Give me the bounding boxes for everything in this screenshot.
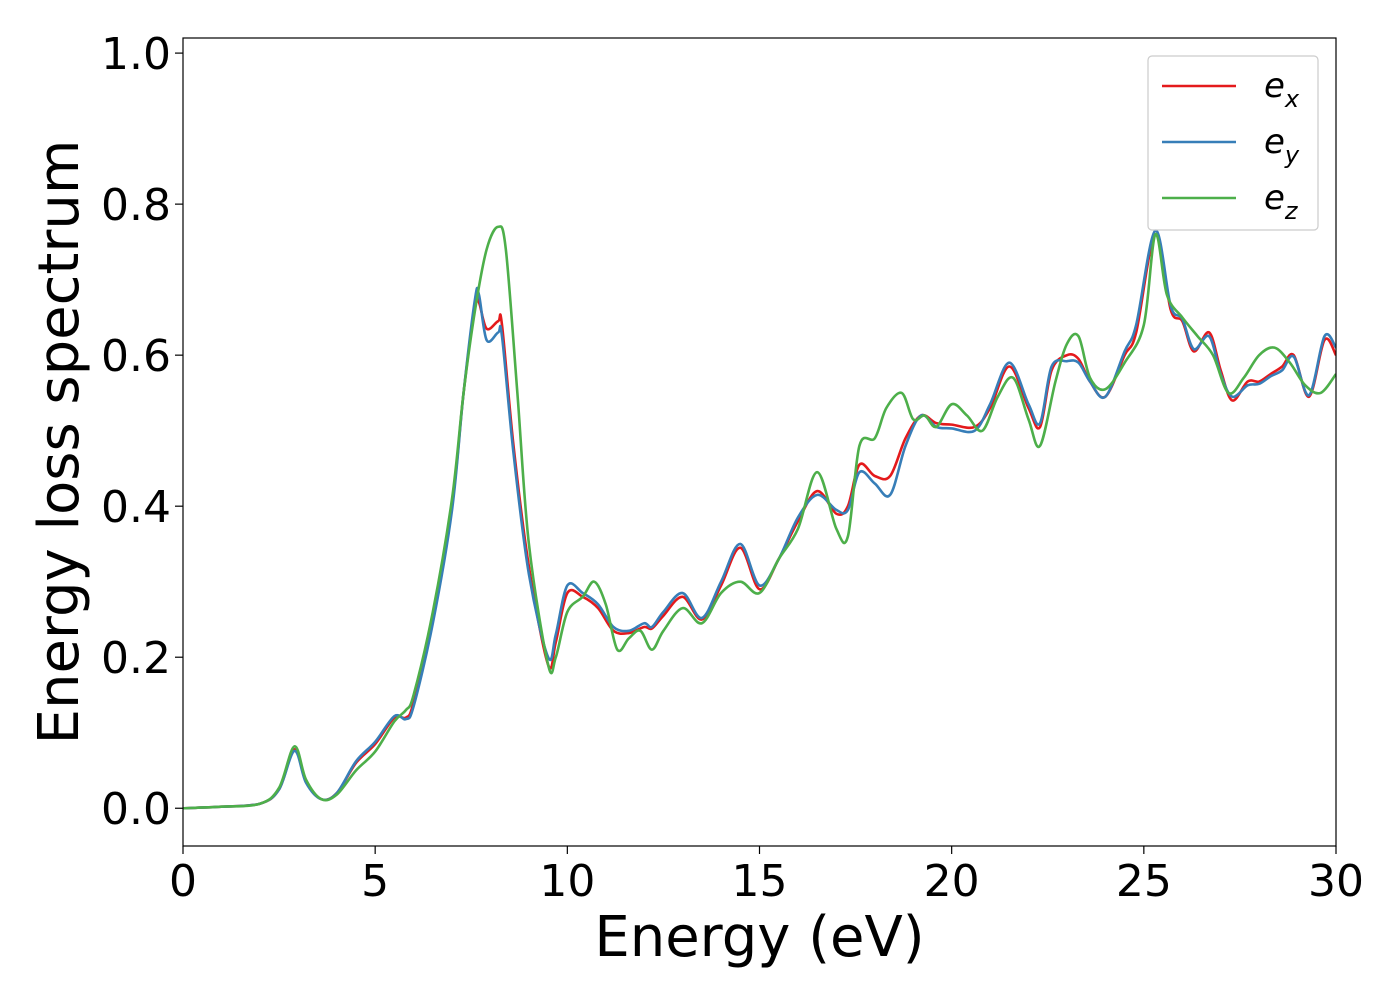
- legend-label-subscript: y: [1284, 141, 1300, 169]
- series-layer: [183, 225, 1336, 810]
- y-tick-label: 0.6: [101, 331, 171, 382]
- x-axis-ticks: 0 5 10 15 20 25 30: [169, 846, 1364, 907]
- x-tick-label: 15: [732, 856, 788, 907]
- y-tick-label: 0.8: [101, 180, 171, 231]
- y-tick-label: 0.2: [101, 633, 171, 684]
- legend-label: ez: [1264, 178, 1299, 225]
- legend-label-base: e: [1264, 122, 1285, 162]
- x-tick-label: 5: [361, 856, 389, 907]
- y-tick-label: 0.4: [101, 482, 171, 533]
- series-line-y: [183, 229, 1336, 810]
- y-axis-ticks: 0.0 0.2 0.4 0.6 0.8 1.0: [101, 29, 183, 835]
- y-tick-label: 0.0: [101, 784, 171, 835]
- y-axis-label: Energy loss spectrum: [27, 140, 92, 745]
- x-tick-label: 10: [539, 856, 595, 907]
- x-tick-label: 0: [169, 856, 197, 907]
- legend-label-base: e: [1264, 178, 1285, 218]
- legend-entry-y: ey: [1162, 122, 1300, 169]
- legend-label-subscript: z: [1284, 197, 1299, 225]
- legend-label: ey: [1264, 122, 1300, 169]
- legend-label-subscript: x: [1284, 85, 1300, 113]
- x-tick-label: 30: [1308, 856, 1364, 907]
- legend-label: ex: [1264, 66, 1300, 113]
- y-tick-label: 1.0: [101, 29, 171, 80]
- series-line-x: [183, 233, 1336, 810]
- x-tick-label: 25: [1116, 856, 1172, 907]
- legend-entry-z: ez: [1162, 178, 1299, 225]
- legend-entry-x: ex: [1162, 66, 1300, 113]
- x-axis-label: Energy (eV): [594, 905, 924, 970]
- series-line-z: [183, 225, 1336, 810]
- x-tick-label: 20: [924, 856, 980, 907]
- legend-label-base: e: [1264, 66, 1285, 106]
